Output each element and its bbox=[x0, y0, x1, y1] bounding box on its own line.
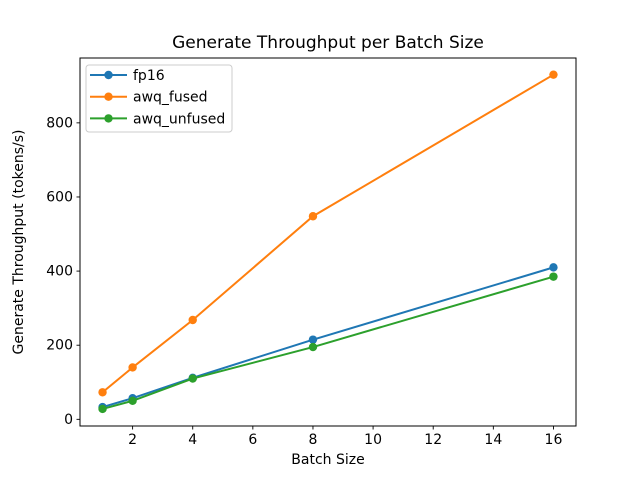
y-tick-label: 400 bbox=[46, 264, 73, 280]
legend-label-awq_unfused: awq_unfused bbox=[133, 111, 225, 127]
x-axis-label: Batch Size bbox=[291, 452, 364, 468]
legend-marker-fp16 bbox=[104, 70, 113, 80]
y-tick-label: 200 bbox=[46, 338, 73, 354]
legend-label-awq_fused: awq_fused bbox=[133, 90, 208, 106]
y-tick-label: 0 bbox=[64, 412, 73, 428]
x-tick-label: 4 bbox=[188, 432, 197, 448]
y-axis-label: Generate Throughput (tokens/s) bbox=[11, 130, 27, 355]
series-marker-awq_fused bbox=[308, 212, 318, 221]
plot-area: 2 4 6 8 10 12 14 16 0 200 400 600 800 fp16 awq_fusedaw… bbox=[46, 64, 563, 448]
x-tick-label: 12 bbox=[424, 432, 442, 448]
legend-marker-awq_fused bbox=[104, 92, 113, 101]
series-marker-awq_fused bbox=[549, 70, 558, 79]
legend-label-fp16: fp16 bbox=[133, 68, 165, 84]
plot-border bbox=[79, 57, 577, 427]
series-marker-awq_unfused bbox=[549, 272, 558, 281]
series-line-awq_unfused bbox=[102, 275, 554, 410]
x-tick-label: 14 bbox=[484, 432, 502, 448]
series-marker-awq_unfused bbox=[98, 404, 107, 414]
x-tick-label: 10 bbox=[364, 432, 382, 448]
series-marker-fp16 bbox=[549, 263, 558, 272]
x-tick-label: 8 bbox=[309, 432, 318, 448]
series-marker-awq_fused bbox=[188, 315, 197, 325]
legend-marker-awq_unfused bbox=[104, 114, 113, 123]
series-marker-awq_unfused bbox=[308, 342, 318, 352]
series-marker-awq_unfused bbox=[188, 374, 197, 383]
series-marker-fp16 bbox=[308, 335, 318, 344]
legend-box bbox=[85, 64, 233, 133]
series-marker-awq_fused bbox=[128, 363, 137, 372]
chart-title: Generate Throughput per Batch Size bbox=[172, 33, 484, 53]
series-marker-awq_fused bbox=[98, 388, 107, 397]
y-tick-label: 600 bbox=[46, 189, 73, 205]
series-marker-awq_unfused bbox=[128, 396, 137, 405]
x-tick-label: 6 bbox=[248, 432, 257, 448]
x-tick-label: 2 bbox=[128, 432, 137, 448]
x-tick-label: 16 bbox=[545, 432, 563, 448]
y-tick-label: 800 bbox=[46, 115, 73, 131]
